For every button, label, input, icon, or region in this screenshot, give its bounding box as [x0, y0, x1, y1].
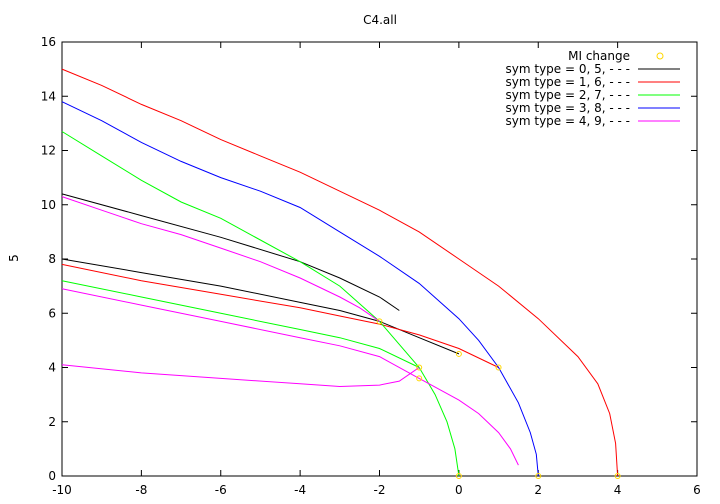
x-tick-label: 0	[455, 483, 463, 497]
y-tick-label: 4	[48, 361, 56, 375]
y-tick-label: 6	[48, 306, 56, 320]
series-line-4-1	[61, 288, 519, 466]
x-tick-label: -10	[52, 483, 72, 497]
x-tick-label: 2	[534, 483, 542, 497]
mi-change-marker	[455, 350, 462, 357]
legend-label: sym type = 3, 8, - - -	[506, 101, 631, 115]
y-tick-label: 8	[48, 252, 56, 266]
chart-title: C4.all	[363, 13, 397, 27]
markers-layer	[376, 318, 621, 479]
legend-label-mi-change: MI change	[568, 49, 630, 63]
mi-change-marker	[376, 318, 383, 325]
y-axis-label: 5	[7, 254, 21, 262]
y-tick-label: 16	[41, 35, 56, 49]
x-tick-label: 6	[693, 483, 701, 497]
x-tick-label: -8	[135, 483, 147, 497]
mi-change-marker	[535, 473, 542, 479]
series-line-1-1	[61, 263, 499, 368]
x-tick-label: -4	[294, 483, 306, 497]
y-tick-label: 0	[48, 469, 56, 483]
series-line-1-0	[61, 68, 619, 477]
y-tick-label: 2	[48, 415, 56, 429]
x-tick-label: -2	[374, 483, 386, 497]
x-tick-label: 4	[614, 483, 622, 497]
series-line-3-0	[61, 101, 539, 477]
series-line-4-2	[61, 364, 420, 388]
x-tick-label: -6	[215, 483, 227, 497]
legend-label: sym type = 0, 5, - - -	[506, 62, 631, 76]
y-tick-label: 12	[41, 144, 56, 158]
series-line-2-1	[61, 280, 420, 368]
y-tick-label: 10	[41, 198, 56, 212]
legend-label: sym type = 1, 6, - - -	[506, 75, 631, 89]
legend-marker-mi-change	[656, 52, 664, 60]
mi-change-marker	[416, 364, 423, 371]
ticks-layer: -10 -8 -6 -4 -2 0 2 4 6 0 2 4 6 8 10 12 14 16	[41, 35, 701, 497]
mi-change-marker	[614, 473, 621, 479]
series-line-0-0	[61, 193, 400, 311]
mi-change-marker	[495, 364, 502, 371]
mi-change-marker	[455, 473, 462, 479]
series-line-4-0	[61, 196, 380, 322]
legend-label: sym type = 2, 7, - - -	[506, 88, 631, 102]
series-line-0-1	[61, 258, 460, 355]
legend-label: sym type = 4, 9, - - -	[506, 114, 631, 128]
series-line-2-0	[61, 131, 460, 477]
mi-change-marker	[416, 375, 423, 382]
y-tick-label: 14	[41, 89, 56, 103]
series-layer	[61, 68, 619, 477]
